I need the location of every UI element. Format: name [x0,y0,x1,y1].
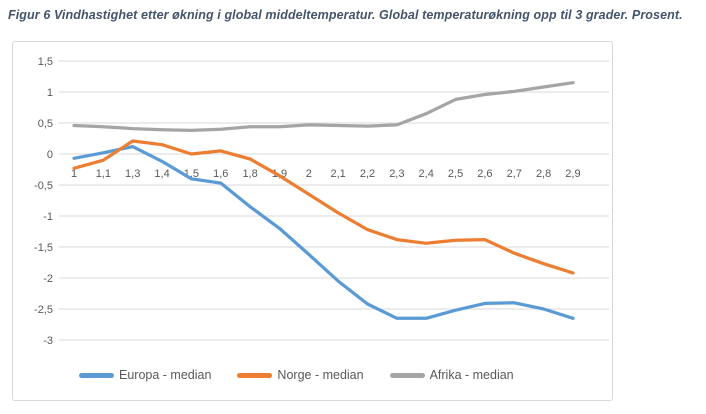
legend-line-swatch [79,372,114,378]
x-axis-tick-label: 2 [306,168,312,180]
y-axis-tick-label: -0,5 [34,180,53,192]
series-line-europa [72,144,575,320]
legend-label: Norge - median [277,368,364,382]
y-axis-tick-label: 1 [47,87,53,99]
y-axis-tick-label: 0,5 [38,118,53,130]
legend-item-norge: Norge - median [237,368,364,382]
x-axis-tick-label: 2,5 [448,168,463,180]
x-axis-tick-label: 2,3 [389,168,404,180]
figure-caption: Figur 6 Vindhastighet etter økning i glo… [8,8,683,22]
legend-item-afrika: Afrika - median [389,368,514,382]
x-axis-tick-label: 2,1 [331,168,346,180]
legend-label: Europa - median [119,368,212,382]
chart-legend: Europa - median Norge - median Afrika - me… [13,368,612,382]
y-axis-tick-label: 1,5 [38,56,53,68]
y-axis-tick-label: -1,5 [34,242,53,254]
line-chart-plot: 1,510,50-0,5-1-1,5-2-2,5-31 1,1 1,3 1,4 1,5 1… [34,56,609,347]
x-axis-tick-label: 2,8 [536,168,551,180]
series-line-norge [72,139,575,275]
legend-label: Afrika - median [429,368,514,382]
x-axis-tick-label: 1,6 [213,168,228,180]
legend-line-swatch [389,372,425,378]
y-axis-tick-label: -2,5 [34,304,53,316]
x-axis-tick-label: 1,1 [96,168,111,180]
legend-item-europa: Europa - median [79,368,211,382]
x-axis-tick-label: 2,6 [477,168,492,180]
x-axis-tick-label: 1,3 [125,168,140,180]
legend-line-swatch [237,372,273,378]
y-axis-tick-label: -3 [43,335,53,347]
y-axis-tick-label: -2 [43,273,53,285]
y-axis-tick-label: 0 [47,149,53,161]
x-axis-tick-label: 1,4 [154,168,169,180]
x-axis-tick-label: 2,7 [507,168,522,180]
x-axis-tick-label: 2,9 [565,168,580,180]
y-axis-tick-label: -1 [43,211,53,223]
x-axis-tick-label: 2,4 [419,168,434,180]
x-axis-tick-label: 2,2 [360,168,375,180]
series-line-afrika [72,81,575,133]
x-axis-tick-label: 1,8 [242,168,257,180]
x-axis-tick-label: 1 [71,168,77,180]
chart-area: 1,5 1 0,5 0 -0,5 -1 -1,5 -2 -2,5 -3 1 1,1 1,3 1,4 1,5 1… [12,41,613,401]
